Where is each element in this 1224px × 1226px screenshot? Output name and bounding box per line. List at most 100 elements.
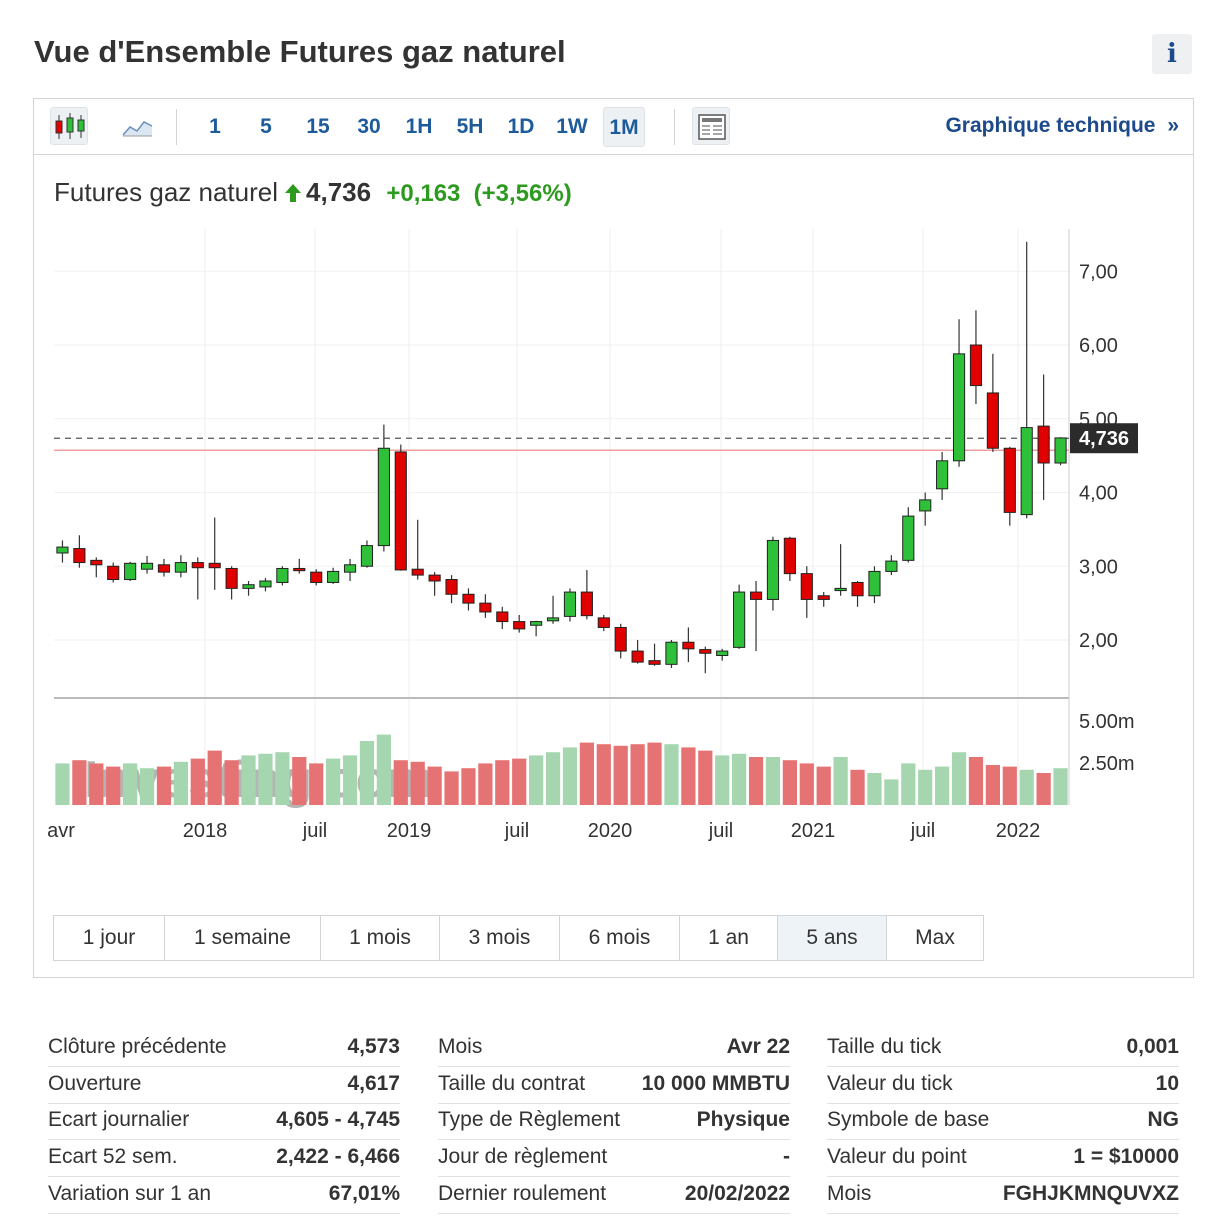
period-5-ans[interactable]: 5 ans	[778, 916, 887, 960]
technical-chart-link[interactable]: Graphique technique »	[945, 114, 1179, 137]
volume-bar	[562, 747, 578, 805]
volume-bar	[1053, 768, 1068, 805]
candlestick-chart-button[interactable]	[50, 107, 88, 145]
volume-bar	[326, 758, 341, 805]
candle-body-down	[699, 649, 712, 654]
stat-row: Jour de règlement -	[438, 1140, 790, 1177]
volume-bar	[884, 779, 899, 805]
candle-body-up	[952, 353, 966, 462]
candle-body-down	[73, 548, 86, 564]
candle-body-up	[546, 617, 560, 622]
candle-body-down	[496, 611, 509, 623]
x-tick-label: 2020	[588, 820, 633, 842]
interval-1h[interactable]: 1H	[405, 115, 433, 138]
interval-1d[interactable]: 1D	[507, 115, 535, 138]
candle-body-up	[174, 562, 187, 573]
volume-bar	[512, 758, 527, 805]
volume-bar	[393, 760, 408, 805]
volume-bar	[748, 757, 764, 805]
volume-bar	[918, 769, 933, 805]
price-chart[interactable]: Investing.com7,006,005,004,003,002,004,7…	[34, 209, 1193, 909]
stat-row: Valeur du point 1 = $10000	[827, 1140, 1179, 1177]
candle-body-down	[462, 593, 475, 604]
stat-row: Taille du tick 0,001	[827, 1030, 1179, 1067]
interval-1m[interactable]: 1M	[603, 107, 645, 147]
period-1-an[interactable]: 1 an	[680, 916, 778, 960]
chart-panel: 1 5 15 30 1H 5H 1D 1W 1M Graphique techn…	[33, 98, 1194, 978]
candlestick-icon	[55, 113, 85, 139]
interval-5h[interactable]: 5H	[456, 115, 484, 138]
volume-bar	[292, 757, 307, 805]
volume-bar	[579, 742, 594, 805]
interval-1w[interactable]: 1W	[556, 115, 588, 138]
volume-bar	[190, 758, 205, 805]
candle-body-up	[766, 539, 780, 600]
candle-body-up	[733, 591, 746, 648]
volume-bar	[258, 753, 273, 805]
candle-body-up	[868, 570, 881, 597]
period-3-mois[interactable]: 3 mois	[440, 916, 560, 960]
up-arrow-icon	[285, 184, 302, 202]
candle-body-down	[800, 573, 813, 600]
volume-tick-label: 5.00m	[1079, 711, 1135, 733]
toolbar-divider	[674, 109, 675, 145]
stat-row: Ecart journalier 4,605 - 4,745	[48, 1103, 400, 1140]
volume-bar	[173, 761, 188, 805]
candle-body-down	[191, 562, 204, 569]
candle-body-up	[936, 460, 949, 490]
news-overlay-button[interactable]	[692, 107, 730, 145]
period-6-mois[interactable]: 6 mois	[560, 916, 680, 960]
interval-5[interactable]: 5	[260, 115, 272, 138]
candle-body-down	[428, 574, 441, 582]
x-tick-label: 2022	[996, 820, 1041, 842]
volume-bar	[241, 755, 256, 805]
volume-bar	[935, 766, 950, 805]
volume-bar	[1002, 766, 1017, 805]
volume-bar	[529, 755, 544, 805]
period-max[interactable]: Max	[915, 926, 955, 949]
info-button[interactable]: i	[1152, 34, 1192, 74]
area-chart-icon	[122, 121, 153, 137]
x-tick-label: juil	[504, 820, 529, 842]
volume-bar	[630, 744, 645, 805]
x-tick-label: 2021	[791, 820, 836, 842]
stat-row: Ecart 52 sem. 2,422 - 6,466	[48, 1140, 400, 1177]
candle-body-down	[1003, 447, 1016, 513]
period-selector: 1 jour 1 semaine 1 mois 3 mois 6 mois 1 …	[53, 915, 984, 961]
candle-body-down	[90, 559, 103, 566]
last-price: 4,736	[306, 177, 372, 207]
candle-body-up	[276, 567, 289, 583]
stat-row: Valeur du tick 10	[827, 1067, 1179, 1104]
volume-bar	[901, 763, 916, 805]
candle-body-up	[919, 499, 932, 512]
volume-bar	[427, 766, 442, 805]
area-chart-button[interactable]	[118, 107, 156, 145]
volume-bar	[782, 760, 797, 805]
candle-body-up	[343, 564, 357, 573]
interval-1[interactable]: 1	[209, 115, 221, 138]
period-1-semaine[interactable]: 1 semaine	[165, 916, 321, 960]
volume-bar	[359, 741, 375, 805]
volume-bar	[613, 745, 628, 805]
candle-body-down	[1037, 425, 1050, 464]
candle-body-up	[327, 570, 340, 583]
candle-body-down	[394, 451, 407, 571]
candle-body-down	[851, 581, 864, 597]
volume-bar	[72, 760, 87, 805]
interval-30[interactable]: 30	[357, 115, 381, 138]
volume-bar	[461, 768, 476, 805]
candle-body-up	[56, 546, 69, 554]
period-1-mois[interactable]: 1 mois	[321, 916, 440, 960]
volume-bar	[89, 763, 104, 805]
volume-bar	[833, 757, 848, 805]
stat-row: Dernier roulement 20/02/2022	[438, 1177, 790, 1214]
page-title: Vue d'Ensemble Futures gaz naturel	[34, 34, 566, 69]
candle-body-up	[1020, 427, 1033, 516]
volume-bar	[123, 763, 138, 805]
candle-body-up	[885, 560, 898, 572]
period-1-jour[interactable]: 1 jour	[54, 916, 165, 960]
candle-body-down	[225, 567, 238, 589]
candle-body-down	[445, 579, 458, 595]
candle-body-down	[107, 565, 120, 581]
interval-15[interactable]: 15	[306, 115, 330, 138]
